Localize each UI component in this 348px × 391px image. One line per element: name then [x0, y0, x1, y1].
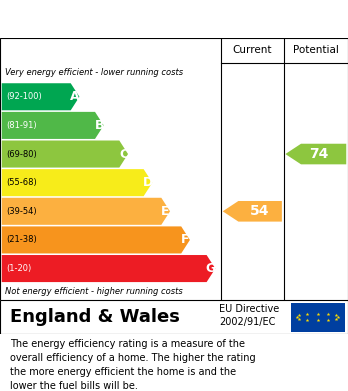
Text: F: F: [181, 233, 190, 246]
Polygon shape: [2, 140, 128, 168]
Text: Current: Current: [232, 45, 272, 56]
Polygon shape: [2, 255, 215, 282]
Text: G: G: [206, 262, 216, 275]
Polygon shape: [2, 226, 190, 253]
Text: E: E: [161, 205, 170, 218]
Text: (81-91): (81-91): [6, 121, 37, 130]
Text: Very energy efficient - lower running costs: Very energy efficient - lower running co…: [5, 68, 183, 77]
Polygon shape: [2, 198, 170, 225]
Text: (92-100): (92-100): [6, 92, 42, 101]
Text: Potential: Potential: [293, 45, 339, 56]
Polygon shape: [2, 112, 104, 139]
Polygon shape: [2, 169, 152, 196]
Text: 74: 74: [310, 147, 329, 161]
Text: EU Directive
2002/91/EC: EU Directive 2002/91/EC: [219, 304, 279, 327]
Text: (39-54): (39-54): [6, 207, 37, 216]
Text: Not energy efficient - higher running costs: Not energy efficient - higher running co…: [5, 287, 183, 296]
Text: D: D: [143, 176, 153, 189]
Polygon shape: [2, 83, 79, 110]
Text: (1-20): (1-20): [6, 264, 32, 273]
Text: B: B: [94, 119, 104, 132]
Polygon shape: [285, 144, 346, 164]
Text: The energy efficiency rating is a measure of the
overall efficiency of a home. T: The energy efficiency rating is a measur…: [10, 339, 256, 391]
Text: C: C: [119, 147, 128, 161]
Text: (69-80): (69-80): [6, 149, 37, 158]
Text: A: A: [70, 90, 80, 103]
Text: (55-68): (55-68): [6, 178, 37, 187]
Text: Energy Efficiency Rating: Energy Efficiency Rating: [10, 11, 220, 27]
Text: 54: 54: [250, 204, 269, 218]
Text: England & Wales: England & Wales: [10, 308, 180, 326]
Text: (21-38): (21-38): [6, 235, 37, 244]
Polygon shape: [223, 201, 282, 222]
Bar: [291, 303, 345, 332]
